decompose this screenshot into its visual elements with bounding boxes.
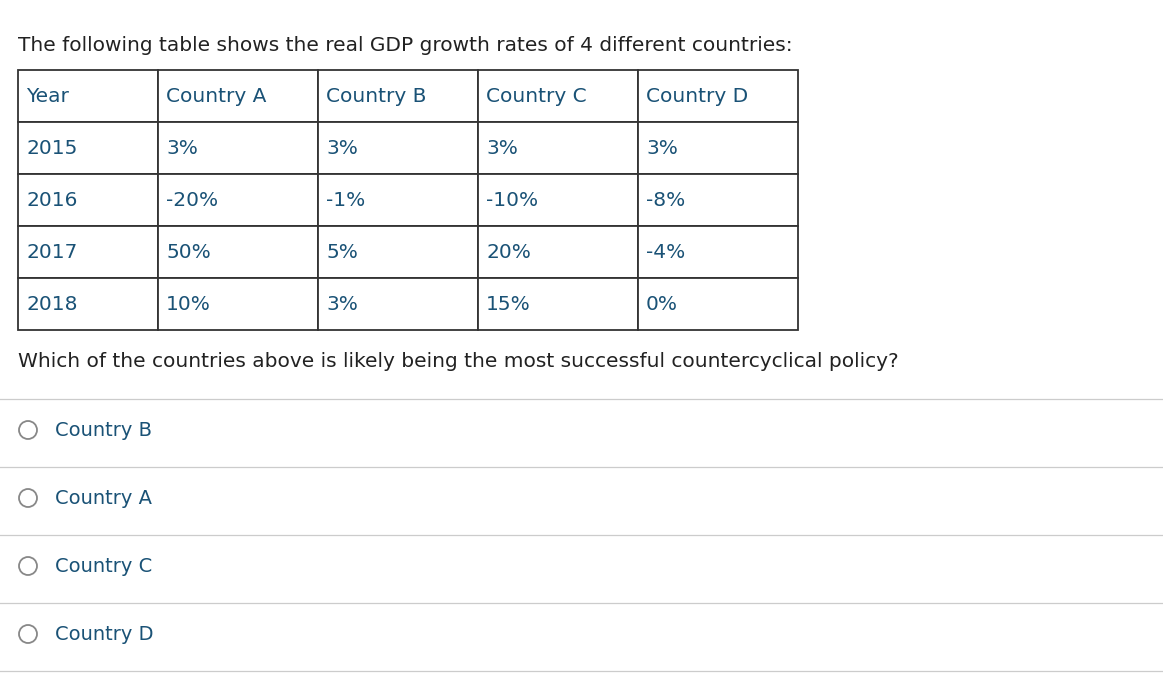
Text: Which of the countries above is likely being the most successful countercyclical: Which of the countries above is likely b… [17,352,899,371]
Text: 10%: 10% [166,295,211,313]
Bar [478,70,638,122]
Text: Country B: Country B [55,420,152,439]
Text: 2017: 2017 [26,243,78,261]
Circle shape [19,625,37,643]
Circle shape [19,489,37,507]
Bar [638,174,798,226]
Text: Country D: Country D [55,625,154,644]
Text: -4%: -4% [645,243,685,261]
Bar [478,174,638,226]
Bar [638,278,798,330]
Bar [158,122,317,174]
Text: The following table shows the real GDP growth rates of 4 different countries:: The following table shows the real GDP g… [17,36,793,55]
Bar [317,70,478,122]
Bar [638,70,798,122]
Text: Country C: Country C [486,86,586,106]
Text: 20%: 20% [486,243,530,261]
Text: 3%: 3% [326,295,358,313]
Text: Country C: Country C [55,557,152,575]
Text: 3%: 3% [166,138,198,158]
Bar [158,70,317,122]
Bar [638,226,798,278]
Bar [317,278,478,330]
Text: -10%: -10% [486,190,538,209]
Bar [638,122,798,174]
Text: 3%: 3% [326,138,358,158]
Bar [158,174,317,226]
Text: 15%: 15% [486,295,530,313]
Text: -1%: -1% [326,190,365,209]
Bar [17,174,158,226]
Text: Country A: Country A [166,86,266,106]
Text: Year: Year [26,86,69,106]
Text: -8%: -8% [645,190,685,209]
Text: 3%: 3% [645,138,678,158]
Text: 2015: 2015 [26,138,78,158]
Text: Country D: Country D [645,86,748,106]
Text: 0%: 0% [645,295,678,313]
Text: Country B: Country B [326,86,427,106]
Bar [317,174,478,226]
Text: 2018: 2018 [26,295,78,313]
Text: -20%: -20% [166,190,219,209]
Bar [158,226,317,278]
Bar [478,226,638,278]
Text: 3%: 3% [486,138,518,158]
Bar [158,278,317,330]
Bar [17,278,158,330]
Bar [17,226,158,278]
Bar [17,122,158,174]
Bar [478,278,638,330]
Circle shape [19,421,37,439]
Text: 2016: 2016 [26,190,78,209]
Circle shape [19,557,37,575]
Text: 5%: 5% [326,243,358,261]
Text: Country A: Country A [55,489,152,507]
Bar [478,122,638,174]
Bar [17,70,158,122]
Text: 50%: 50% [166,243,211,261]
Bar [317,122,478,174]
Bar [317,226,478,278]
